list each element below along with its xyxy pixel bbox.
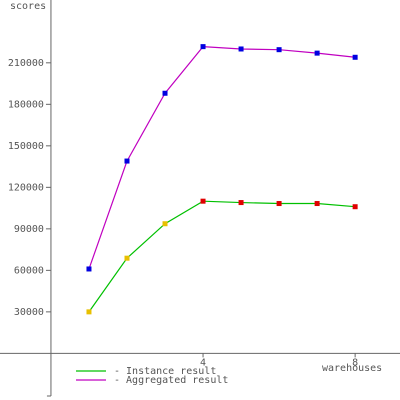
point-marker [200, 44, 206, 50]
point-marker [238, 46, 244, 52]
point-marker [314, 201, 320, 207]
x-tick-label: 8 [352, 357, 358, 368]
series-line [88, 200, 356, 313]
legend-label: - Instance result [114, 366, 216, 377]
series-line [88, 46, 356, 270]
x-tick-label: 4 [200, 357, 206, 368]
point-marker [314, 50, 320, 56]
point-marker [276, 201, 282, 207]
y-tick-label: 210000 [8, 58, 44, 69]
point-marker [162, 221, 168, 227]
point-marker [162, 90, 168, 96]
y-axis-label: scores [10, 1, 46, 12]
point-marker [352, 204, 358, 210]
point-marker [238, 200, 244, 206]
y-tick-label: 60000 [14, 265, 44, 276]
y-tick-label: 90000 [14, 224, 44, 235]
point-marker [86, 309, 92, 315]
y-tick-label: 180000 [8, 99, 44, 110]
point-marker [124, 255, 130, 261]
point-marker [276, 47, 282, 53]
y-tick-label: 120000 [8, 182, 44, 193]
legend-label: - Aggregated result [114, 375, 228, 386]
y-tick-label: 30000 [14, 307, 44, 318]
point-marker [352, 54, 358, 60]
point-marker [86, 266, 92, 272]
point-marker [200, 198, 206, 204]
point-marker [124, 158, 130, 164]
y-tick-label: 150000 [8, 141, 44, 152]
x-axis-label: warehouses [322, 363, 382, 374]
